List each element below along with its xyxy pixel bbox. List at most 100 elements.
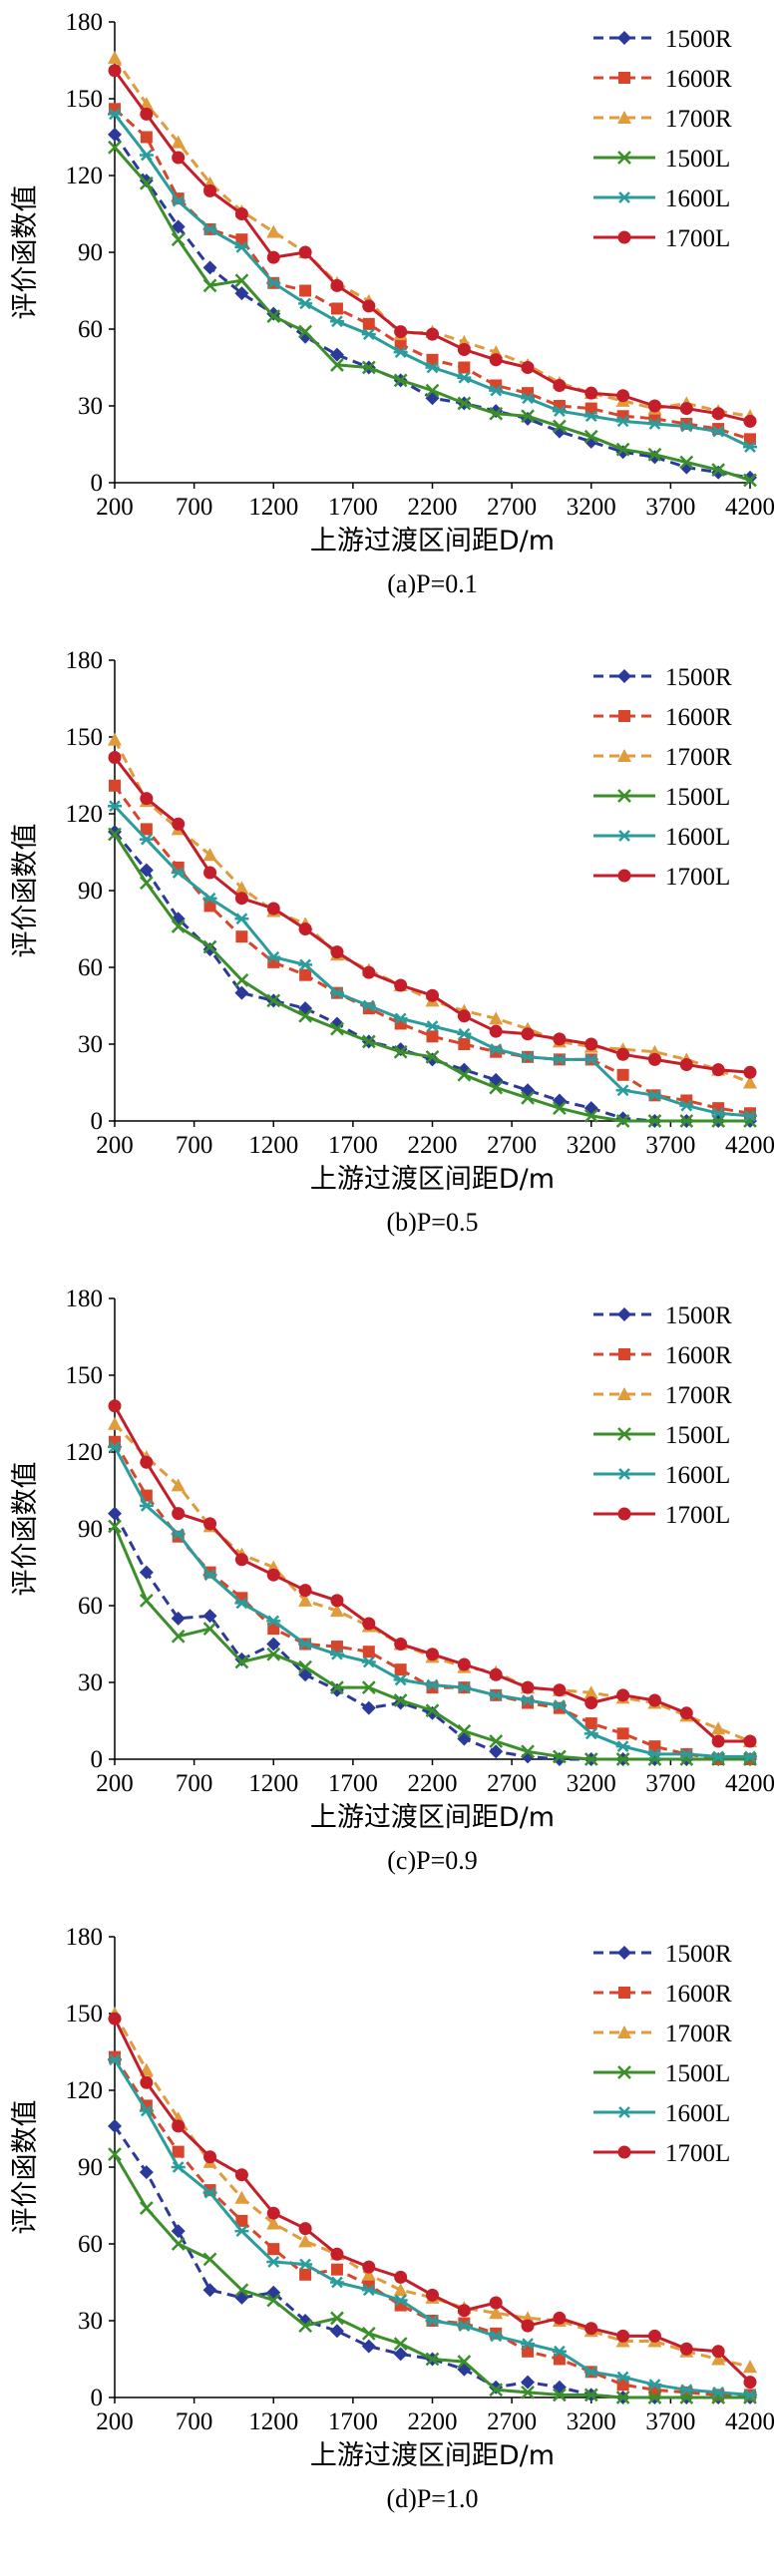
data-point-1700L — [362, 2260, 376, 2274]
data-point-1700L — [743, 2376, 757, 2390]
legend-marker-1600L — [617, 191, 631, 203]
legend-label: 1700R — [665, 1382, 732, 1409]
data-point-1700R — [139, 97, 154, 111]
data-point-1500L — [615, 2391, 630, 2404]
data-point-1500R — [202, 2283, 217, 2298]
data-point-1500R — [234, 985, 249, 1000]
x-tick-label: 3700 — [645, 1770, 695, 1797]
data-point-1700R — [266, 224, 281, 238]
data-point-1600L — [583, 410, 598, 423]
data-point-1600R — [616, 1068, 629, 1081]
data-point-1700L — [711, 1734, 725, 1748]
data-point-1700L — [298, 245, 312, 259]
data-point-1600L — [108, 1440, 122, 1453]
chart-panel-3: 0 30 60 90 120 150 180 200 700 1200 1700 2200 2700 32… — [10, 1286, 775, 1875]
data-point-1500L — [171, 2237, 186, 2251]
data-point-1600L — [711, 2386, 726, 2398]
y-tick-label: 150 — [66, 1362, 104, 1389]
chart-caption: (a)P=0.1 — [387, 569, 477, 598]
data-point-1500R — [202, 260, 217, 275]
series-1700L — [108, 751, 757, 1079]
y-tick-label: 120 — [66, 801, 104, 828]
data-point-1500L — [139, 876, 154, 891]
data-point-1500R — [615, 1111, 630, 1126]
x-tick-label: 1700 — [328, 1132, 378, 1159]
data-point-1500L — [202, 278, 217, 293]
data-point-1600L — [743, 441, 757, 453]
y-tick-label: 60 — [78, 2231, 103, 2258]
y-tick-label: 180 — [66, 647, 104, 674]
data-point-1500L — [266, 1647, 281, 1661]
data-point-1700L — [108, 64, 122, 78]
data-point-1500R — [108, 127, 122, 142]
data-point-1700L — [172, 151, 186, 165]
y-tick-label: 150 — [66, 2001, 104, 2027]
data-point-1700L — [172, 2119, 186, 2133]
x-tick-label: 700 — [176, 1770, 213, 1797]
data-point-1600L — [615, 1084, 630, 1097]
data-point-1500L — [139, 176, 154, 190]
x-tick-label: 3200 — [567, 1132, 616, 1159]
data-point-1600L — [489, 1688, 504, 1701]
data-point-1600L — [425, 361, 440, 374]
series-1500R — [108, 1506, 757, 1766]
data-point-1700L — [426, 1648, 439, 1661]
data-point-1500R — [108, 1506, 122, 1521]
legend-label: 1700L — [665, 2140, 730, 2167]
data-point-1700L — [616, 2329, 630, 2343]
legend: 1500R 1600R 1700R 1500L 1600L 1700L — [593, 1302, 732, 1529]
data-point-1600L — [393, 1012, 408, 1025]
chart-caption: (b)P=0.5 — [387, 1208, 479, 1237]
x-tick-label: 200 — [96, 2408, 134, 2435]
data-point-1500L — [521, 1744, 535, 1759]
legend-label: 1600L — [665, 1462, 730, 1489]
data-point-1700L — [298, 922, 312, 935]
data-point-1600R — [299, 2268, 312, 2281]
legend-label: 1700L — [665, 225, 730, 252]
y-tick-label: 60 — [78, 954, 103, 981]
y-tick-label: 30 — [78, 393, 103, 420]
x-tick-label: 700 — [176, 494, 213, 521]
legend: 1500R 1600R 1700R 1500L 1600L 1700L — [593, 1941, 732, 2167]
data-point-1700R — [108, 732, 122, 746]
legend-label: 1600R — [665, 66, 732, 93]
data-point-1700L — [711, 2345, 725, 2359]
data-point-1500L — [202, 939, 217, 954]
data-point-1600L — [552, 405, 567, 418]
data-point-1600L — [234, 1597, 249, 1610]
series-1600L — [108, 108, 757, 453]
y-tick-label: 120 — [66, 1439, 104, 1466]
data-point-1500L — [202, 1622, 217, 1636]
y-tick-label: 60 — [78, 1593, 103, 1620]
data-point-1600L — [361, 999, 376, 1012]
series-1500L — [108, 140, 757, 488]
data-point-1700L — [203, 2150, 217, 2164]
data-point-1600R — [267, 2243, 280, 2256]
data-point-1700L — [616, 1047, 630, 1061]
x-tick-label: 2200 — [408, 1770, 458, 1797]
data-point-1500L — [361, 360, 376, 375]
legend-marker-1500L — [617, 1427, 631, 1441]
legend-marker-1600L — [617, 830, 631, 842]
data-point-1600L — [171, 194, 186, 207]
data-point-1500L — [266, 993, 281, 1008]
data-point-1700L — [711, 407, 725, 421]
data-point-1500R — [361, 1700, 376, 1715]
data-point-1500L — [553, 1749, 567, 1764]
data-point-1600L — [615, 1740, 630, 1753]
legend-marker-1700R — [617, 1387, 631, 1400]
y-axis-label: 评价函数值 — [10, 1462, 41, 1597]
data-point-1600R — [426, 1030, 439, 1043]
y-tick-label: 30 — [78, 1031, 103, 1058]
data-point-1600L — [583, 1727, 598, 1740]
data-point-1500L — [139, 2201, 154, 2215]
data-point-1600L — [743, 1109, 757, 1122]
data-point-1600L — [361, 2284, 376, 2297]
data-point-1500R — [202, 1609, 217, 1624]
data-point-1500L — [330, 358, 344, 372]
data-point-1600L — [711, 425, 726, 438]
data-point-1700L — [553, 378, 567, 392]
legend: 1500R 1600R 1700R 1500L 1600L 1700L — [593, 26, 732, 252]
series-1500R — [108, 2118, 757, 2404]
data-point-1700L — [298, 1584, 312, 1598]
